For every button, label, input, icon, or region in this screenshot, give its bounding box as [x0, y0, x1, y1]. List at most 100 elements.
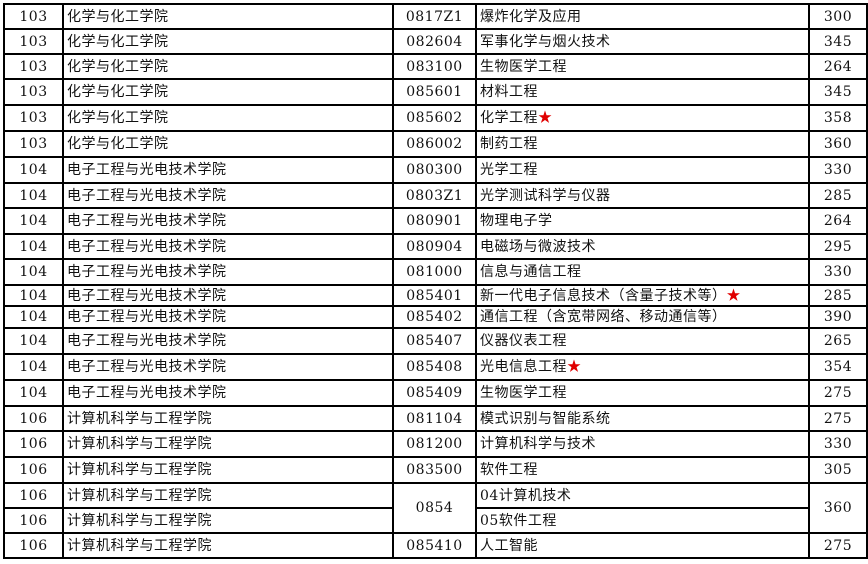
major-name-cell: 光学工程 — [475, 156, 810, 184]
table-row: 104 电子工程与光电技术学院 085409 生物医学工程 275 — [3, 379, 868, 407]
college-cell: 计算机科学与工程学院 — [62, 507, 394, 534]
college-cell: 化学与化工学院 — [62, 78, 394, 106]
major-name-cell: 人工智能 — [475, 532, 810, 559]
table-row: 103 化学与化工学院 082604 军事化学与烟火技术 345 — [3, 28, 868, 55]
college-cell: 电子工程与光电技术学院 — [62, 284, 394, 307]
major-name-cell: 新一代电子信息技术（含量子技术等）★ — [475, 284, 810, 307]
score-cell: 285 — [808, 182, 868, 209]
score-cell: 264 — [808, 53, 868, 80]
unit-code-cell: 104 — [3, 156, 64, 184]
unit-code-cell: 103 — [3, 78, 64, 106]
unit-code-cell: 106 — [3, 507, 64, 534]
college-cell: 电子工程与光电技术学院 — [62, 327, 394, 355]
major-name: 04计算机技术 — [480, 487, 572, 504]
admission-score-table: 103 化学与化工学院 0817Z1 爆炸化学及应用 300 103 化学与化工学院 0826… — [3, 3, 868, 559]
major-code-cell: 083500 — [392, 456, 477, 484]
college-cell: 化学与化工学院 — [62, 104, 394, 132]
major-name-cell: 材料工程 — [475, 78, 810, 106]
score-cell: 275 — [808, 532, 868, 559]
major-name-cell: 软件工程 — [475, 456, 810, 484]
major-code-cell: 0803Z1 — [392, 182, 477, 209]
college-cell: 计算机科学与工程学院 — [62, 405, 394, 432]
major-name: 化学工程 — [480, 110, 538, 126]
unit-code-cell: 103 — [3, 104, 64, 132]
major-code-cell: 085601 — [392, 78, 477, 106]
table-row: 103 化学与化工学院 083100 生物医学工程 264 — [3, 53, 868, 80]
major-name: 电磁场与微波技术 — [480, 238, 596, 255]
table-row: 103 化学与化工学院 086002 制药工程 360 — [3, 130, 868, 158]
major-name-cell: 仪器仪表工程 — [475, 327, 810, 355]
major-name-cell: 模式识别与智能系统 — [475, 405, 810, 432]
score-cell: 345 — [808, 28, 868, 55]
major-code-cell: 081000 — [392, 258, 477, 286]
table-row: 106 计算机科学与工程学院 0854 04计算机技术 360 — [3, 482, 868, 534]
score-cell: 330 — [808, 430, 868, 458]
college-cell: 电子工程与光电技术学院 — [62, 353, 394, 381]
major-name: 信息与通信工程 — [480, 264, 582, 280]
major-code-cell: 083100 — [392, 53, 477, 80]
major-name-cell: 光学测试科学与仪器 — [475, 182, 810, 209]
score-cell: 275 — [808, 379, 868, 407]
college-cell: 电子工程与光电技术学院 — [62, 379, 394, 407]
major-code-cell: 0854 — [392, 482, 477, 534]
major-name-cell: 通信工程（含宽带网络、移动通信等） — [475, 305, 810, 329]
table-row: 106 计算机科学与工程学院 081104 模式识别与智能系统 275 — [3, 405, 868, 432]
major-code-cell: 081104 — [392, 405, 477, 432]
unit-code-cell: 106 — [3, 456, 64, 484]
unit-code-cell: 103 — [3, 3, 64, 30]
score-cell: 330 — [808, 156, 868, 184]
unit-code-cell: 104 — [3, 353, 64, 381]
table-row: 104 电子工程与光电技术学院 080904 电磁场与微波技术 295 — [3, 233, 868, 260]
major-name-cell: 制药工程 — [475, 130, 810, 158]
major-code-cell: 085407 — [392, 327, 477, 355]
major-code-cell: 085402 — [392, 305, 477, 329]
score-cell: 390 — [808, 305, 868, 329]
major-code-cell: 085602 — [392, 104, 477, 132]
major-name: 爆炸化学及应用 — [480, 8, 582, 25]
major-name: 光学测试科学与仪器 — [480, 187, 611, 204]
major-name: 光学工程 — [480, 162, 538, 178]
table-row: 106 计算机科学与工程学院 05软件工程 — [3, 507, 867, 534]
score-cell: 295 — [808, 233, 868, 260]
table-row: 103 化学与化工学院 085602 化学工程★ 358 — [3, 104, 868, 132]
table-row: 103 化学与化工学院 0817Z1 爆炸化学及应用 300 — [3, 3, 868, 30]
unit-code-cell: 103 — [3, 130, 64, 158]
major-code-cell: 085408 — [392, 353, 477, 381]
college-cell: 电子工程与光电技术学院 — [62, 233, 394, 260]
unit-code-cell: 104 — [3, 233, 64, 260]
major-name-cell: 计算机科学与技术 — [475, 430, 810, 458]
unit-code-cell: 104 — [3, 379, 64, 407]
table-row: 104 电子工程与光电技术学院 085408 光电信息工程★ 354 — [3, 353, 868, 381]
major-code-cell: 082604 — [392, 28, 477, 55]
major-name: 新一代电子信息技术（含量子技术等） — [480, 287, 727, 304]
major-name-cell: 05软件工程 — [475, 507, 810, 534]
major-name-cell: 04计算机技术 — [475, 482, 810, 509]
major-code-cell: 086002 — [392, 130, 477, 158]
college-cell: 电子工程与光电技术学院 — [62, 207, 394, 235]
unit-code-cell: 106 — [3, 405, 64, 432]
major-name: 光电信息工程 — [480, 359, 567, 375]
star-icon: ★ — [726, 287, 741, 304]
table-row: 106 计算机科学与工程学院 083500 软件工程 305 — [3, 456, 868, 484]
score-cell: 275 — [808, 405, 868, 432]
unit-code-cell: 104 — [3, 327, 64, 355]
unit-code-cell: 104 — [3, 305, 64, 329]
major-code-cell: 085409 — [392, 379, 477, 407]
table-row: 104 电子工程与光电技术学院 085407 仪器仪表工程 265 — [3, 327, 868, 355]
major-code-cell: 081200 — [392, 430, 477, 458]
college-cell: 化学与化工学院 — [62, 53, 394, 80]
major-name: 仪器仪表工程 — [480, 333, 567, 349]
major-name-cell: 军事化学与烟火技术 — [475, 28, 810, 55]
table-row: 104 电子工程与光电技术学院 085402 通信工程（含宽带网络、移动通信等） 390 — [3, 305, 868, 329]
major-name: 通信工程（含宽带网络、移动通信等） — [480, 309, 727, 325]
major-code-cell: 080904 — [392, 233, 477, 260]
college-cell: 计算机科学与工程学院 — [62, 430, 394, 458]
score-cell: 354 — [808, 353, 868, 381]
major-name: 模式识别与智能系统 — [480, 410, 611, 427]
unit-code-cell: 104 — [3, 182, 64, 209]
score-cell: 264 — [808, 207, 868, 235]
major-name: 物理电子学 — [480, 213, 553, 229]
college-cell: 电子工程与光电技术学院 — [62, 258, 394, 286]
college-cell: 电子工程与光电技术学院 — [62, 182, 394, 209]
major-name: 05软件工程 — [480, 512, 557, 529]
